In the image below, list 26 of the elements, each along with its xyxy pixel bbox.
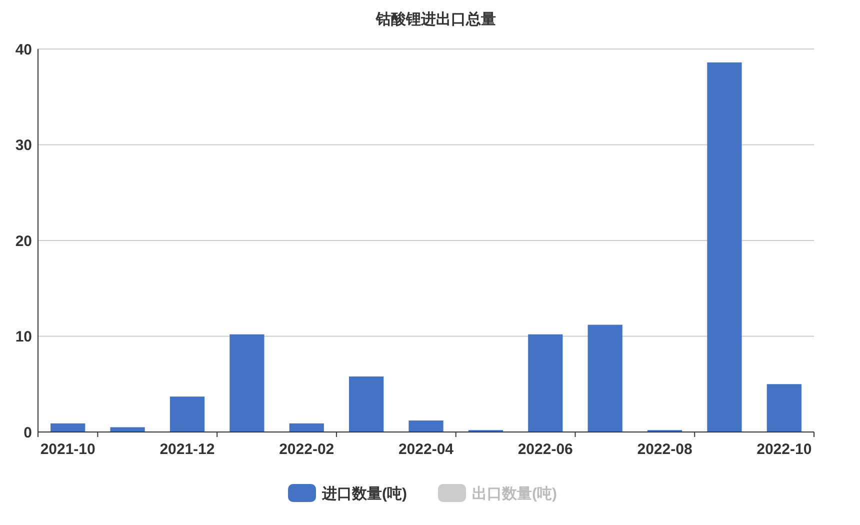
y-tick-label: 40 (15, 41, 32, 58)
y-tick-label: 20 (15, 232, 32, 250)
legend-label: 进口数量(吨) (321, 485, 407, 502)
x-tick-label: 2022-02 (279, 441, 334, 458)
x-tick-label: 2021-12 (160, 441, 215, 458)
bar (588, 324, 622, 432)
bar (707, 62, 742, 432)
bar (170, 396, 205, 432)
bar (110, 427, 145, 432)
x-tick-label: 2022-04 (398, 441, 454, 458)
x-tick-label: 2022-08 (637, 441, 692, 458)
legend-label: 出口数量(吨) (472, 485, 557, 502)
bar (528, 334, 563, 432)
bar (50, 423, 86, 432)
bar (766, 384, 802, 432)
bar (408, 420, 444, 432)
x-tick-label: 2022-06 (518, 441, 573, 458)
x-tick-label: 2021-10 (40, 441, 96, 458)
y-tick-label: 30 (15, 137, 32, 154)
x-tick-label: 2022-10 (756, 441, 812, 458)
y-tick-label: 10 (15, 328, 32, 346)
y-tick-label: 0 (24, 424, 32, 442)
chart-title: 钴酸锂进出口总量 (375, 11, 496, 28)
bar (289, 423, 324, 432)
bar (348, 376, 384, 432)
bar (230, 334, 264, 432)
